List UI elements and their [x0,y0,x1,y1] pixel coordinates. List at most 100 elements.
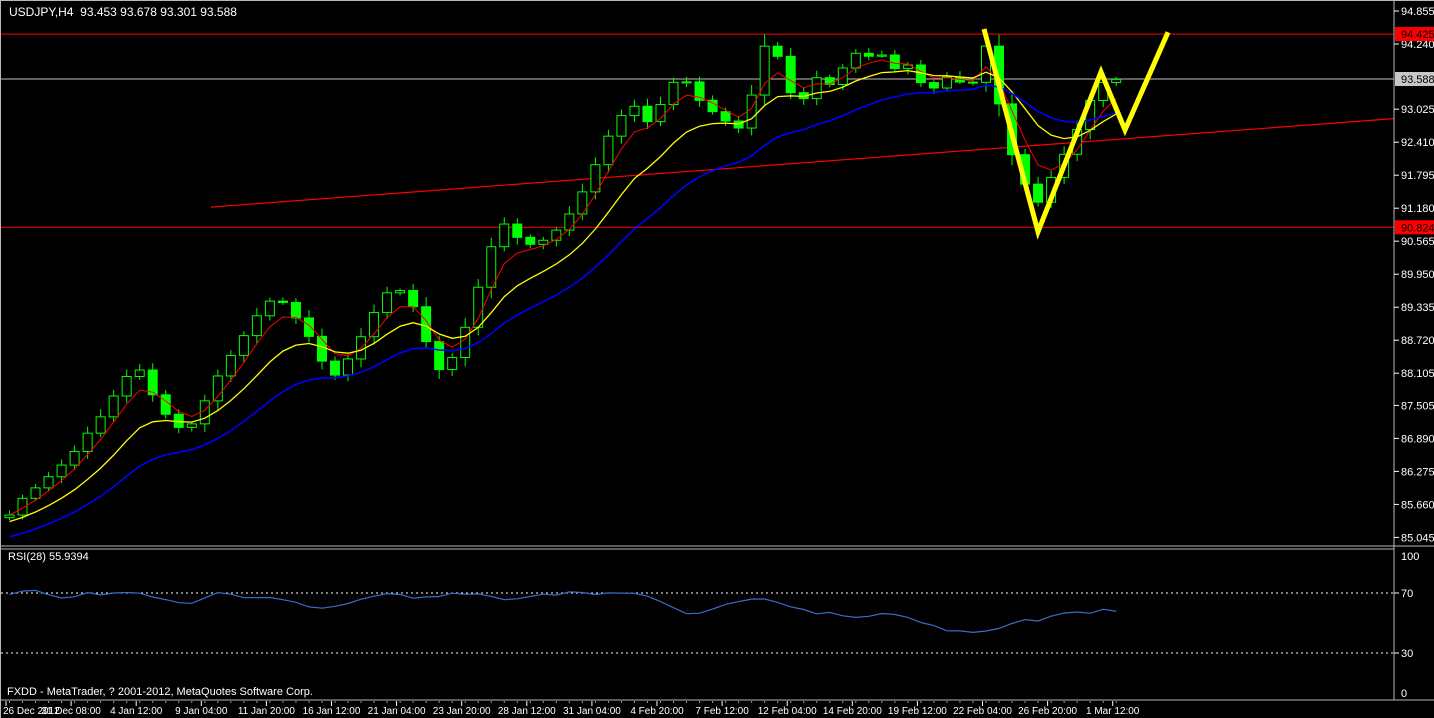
bear-candle-body [928,82,939,89]
bull-candle-body [837,67,848,86]
time-tick-label: 22 Feb 04:00 [953,706,1012,717]
time-tick-label: 14 Feb 20:00 [823,706,882,717]
price-tick-label: 93.025 [1401,104,1434,116]
time-tick-label: 31 Jan 04:00 [563,706,621,717]
price-tick-label: 91.795 [1401,170,1434,182]
price-tick-label: 92.410 [1401,137,1434,149]
bull-candle-body [499,223,510,248]
bull-candle-body [681,81,692,84]
bull-candle-body [616,115,627,137]
bull-candle-body [56,464,67,478]
bear-candle-body [525,236,536,245]
trendline [210,117,1394,208]
time-tick-label: 1 Mar 12:00 [1086,706,1140,717]
bear-candle-body [330,360,340,376]
price-tick-label: 85.045 [1401,532,1434,544]
price-tick-label: 94.240 [1401,39,1434,51]
bull-candle-body [186,423,197,428]
time-tick-label: 26 Dec 2012 [3,706,60,717]
zigzag-annotation [981,28,1171,240]
bull-candle-body [876,54,887,57]
chart-title: USDJPY,H4 93.453 93.678 93.301 93.588 [9,5,237,19]
price-tick-label: 86.275 [1401,466,1434,478]
bull-candle-body [603,135,614,166]
bull-candle-body [538,239,549,245]
price-tick-label: 88.105 [1401,368,1434,380]
price-tick-label: 89.950 [1401,269,1434,281]
bull-candle-body [30,487,41,499]
bull-candle-body [746,94,757,129]
bull-candle-body [199,400,210,425]
bear-candle-body [720,111,731,122]
bear-candle-body [303,317,314,337]
bear-candle-body [642,105,653,123]
bull-candle-body [343,358,354,376]
bull-candle-body [82,432,93,452]
bull-candle-body [225,354,236,377]
bull-candle-body [551,229,562,241]
bull-candle-body [69,450,80,466]
bull-candle-body [212,375,223,402]
time-tick-label: 4 Jan 12:00 [110,706,163,717]
bull-candle-body [108,395,119,418]
bear-candle-body [967,81,978,84]
bull-candle-body [759,45,770,96]
bull-candle-body [395,290,406,294]
bull-candle-body [850,52,861,69]
price-tick-label: 87.505 [1401,400,1434,412]
rsi-tick-label: 70 [1401,588,1413,600]
time-tick-label: 4 Feb 20:00 [630,706,684,717]
rsi-tick-label: 100 [1401,551,1419,563]
bull-candle-body [473,286,484,328]
price-badge [1395,220,1434,235]
rsi-pane [1,589,1394,654]
bull-candle-body [564,213,575,231]
bear-candle-body [863,52,874,57]
time-tick-label: 31 Dec 08:00 [41,706,101,717]
bear-candle-body [421,306,432,343]
bear-candle-body [408,290,419,308]
price-badge [1395,27,1434,42]
bull-candle-body [382,292,393,314]
bull-candle-body [486,246,497,288]
bear-candle-body [772,45,783,57]
time-tick-label: 11 Jan 20:00 [238,706,296,717]
bear-candle-body [147,369,158,396]
bull-candle-body [134,369,145,377]
time-tick-label: 7 Feb 12:00 [695,706,749,717]
bull-candle-body [941,76,952,89]
rsi-tick-label: 30 [1401,648,1413,660]
time-tick-label: 12 Feb 04:00 [758,706,817,717]
bull-candle-body [121,375,132,397]
bear-candle-body [277,300,288,303]
time-tick-label: 16 Jan 12:00 [303,706,361,717]
bull-candle-body [369,312,380,338]
rsi-line [9,589,1117,634]
price-tick-label: 85.660 [1401,499,1434,511]
bull-candle-body [811,77,822,100]
bull-candle-body [1111,78,1122,84]
bull-candle-body [447,356,458,371]
bull-candle-body [95,416,106,434]
price-tick-label: 89.335 [1401,302,1434,314]
price-tick-label: 88.720 [1401,335,1434,347]
ma-medium-line [9,69,1117,523]
time-tick-label: 26 Feb 20:00 [1018,706,1077,717]
price-badge-label: 94.425 [1401,29,1434,41]
time-tick-label: 21 Jan 04:00 [368,706,426,717]
bull-candle-body [629,105,640,117]
time-tick-label: 28 Jan 12:00 [498,706,556,717]
price-badge-label: 90.824 [1401,222,1434,234]
ma-slow-line [9,84,1117,538]
bull-candle-body [264,300,275,317]
main-pane [1,28,1394,538]
candles [4,34,1122,521]
pane-splitter[interactable] [1,543,1394,551]
bear-candle-body [512,223,523,238]
bear-candle-body [785,55,796,94]
price-badge-label: 93.588 [1401,74,1434,86]
bull-candle-body [4,514,15,519]
bear-candle-body [694,81,705,101]
time-tick-label: 9 Jan 04:00 [175,706,228,717]
